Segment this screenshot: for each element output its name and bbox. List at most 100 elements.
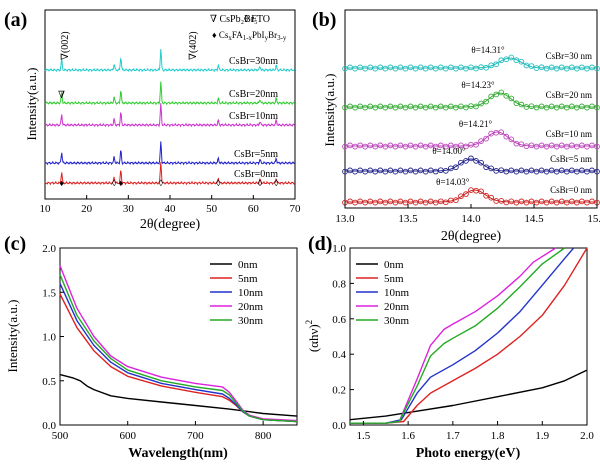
- data-point: [538, 64, 545, 71]
- fit-line: [345, 92, 597, 108]
- data-point: [589, 198, 595, 205]
- data-point: [488, 194, 495, 201]
- data-point: [437, 198, 444, 205]
- x-tick-label: 800: [255, 430, 272, 442]
- data-point: [427, 64, 434, 71]
- data-point: [573, 143, 580, 150]
- data-point: [453, 65, 459, 72]
- panel-a: (a) CsBr=30nmCsBr=20nmCsBr=10nmCsBr=5nmC…: [4, 9, 301, 232]
- legend-perovskite-fa: FA: [232, 30, 243, 40]
- legend-label: 20nm: [238, 301, 264, 313]
- y-tick-label: 1.5: [42, 287, 56, 299]
- data-point: [568, 103, 575, 110]
- data-point: [508, 95, 515, 102]
- data-point: [548, 142, 555, 149]
- data-point: [478, 100, 484, 107]
- legend-perovskite: ♦ CsxFA1-xPbIyBr3-y: [212, 30, 287, 42]
- data-point: [463, 191, 469, 197]
- series-line: [350, 247, 557, 424]
- data-point: [589, 167, 595, 174]
- data-point: [362, 104, 369, 111]
- data-point: [543, 168, 550, 175]
- data-point: [488, 93, 495, 100]
- data-point: [478, 138, 484, 144]
- data-point: [478, 188, 484, 195]
- data-point: [528, 103, 535, 110]
- data-point: [397, 64, 404, 71]
- panel-b: (b) θ=14.31° CsBr=30 nm θ=14.23° CsBr=20 nm…: [312, 9, 600, 244]
- data-point: [392, 143, 399, 150]
- y-tick-label: 2.0: [42, 243, 56, 255]
- data-point: [553, 143, 560, 150]
- annotation-peak-002: ∇(002): [60, 31, 71, 60]
- data-point: [558, 167, 565, 174]
- data-point: [432, 143, 439, 150]
- data-point: [372, 168, 379, 175]
- data-point: [347, 167, 353, 174]
- legend-label: 30nm: [238, 315, 264, 327]
- data-point: [594, 65, 600, 72]
- data-point: [493, 61, 500, 68]
- data-point: [397, 198, 404, 205]
- data-point: [402, 143, 409, 150]
- data-point: [397, 142, 404, 149]
- y-axis-label-d-main: (αhν): [306, 324, 321, 352]
- data-point: [463, 104, 469, 111]
- data-point: [473, 103, 479, 110]
- data-point: [498, 129, 505, 136]
- data-point: [397, 103, 404, 110]
- peak-angle-label: θ=14.03°: [436, 177, 470, 187]
- data-point: [594, 104, 600, 111]
- legend-perovskite-pbi: PbI: [252, 30, 265, 40]
- y-axis-label-b: Intensity(a.u.): [322, 74, 337, 147]
- data-point: [573, 104, 580, 111]
- data-point: [533, 199, 540, 206]
- data-point: [407, 103, 414, 110]
- data-point: [357, 64, 363, 71]
- y-tick-label: 1.0: [332, 243, 346, 255]
- data-point: [367, 64, 374, 71]
- panel-c: (c) 500 600 700 800 0.0 0.5 1.0 1.5 2.0 0nm 5nm 10…: [4, 233, 298, 461]
- data-point: [447, 165, 454, 172]
- xrd-zoom-curves: θ=14.31° CsBr=30 nm θ=14.23° CsBr=20 nm θ=14…: [342, 45, 600, 206]
- data-point: [372, 104, 379, 111]
- data-point: [584, 143, 590, 150]
- x-tick-label: 600: [119, 430, 136, 442]
- data-point: [422, 104, 429, 111]
- data-point: [533, 168, 540, 175]
- data-point: [422, 65, 429, 72]
- data-point: [468, 155, 474, 162]
- panel-label-d: (d): [308, 233, 332, 255]
- data-point: [347, 64, 353, 71]
- data-point: [558, 198, 565, 205]
- data-point: [382, 143, 389, 150]
- annotation-delta: ∇: [58, 90, 65, 101]
- x-axis-ticks: 13.0 13.5 14.0 14.5 15.0: [335, 204, 600, 225]
- data-point: [458, 193, 464, 200]
- data-point: [407, 167, 414, 174]
- data-point: [427, 167, 434, 174]
- y-tick-label: 0.0: [332, 420, 346, 432]
- data-point: [518, 167, 525, 174]
- data-point: [342, 65, 348, 72]
- data-point: [579, 64, 585, 71]
- data-point: [367, 142, 374, 149]
- data-point: [432, 65, 439, 72]
- data-point: [372, 65, 379, 72]
- series-label: CsBr=5 nm: [550, 154, 592, 164]
- data-point: [584, 199, 590, 206]
- data-point: [498, 57, 505, 64]
- y-tick-label: 0.0: [42, 420, 56, 432]
- xrd-series-label: CsBr=0nm: [234, 169, 278, 180]
- data-point: [352, 199, 358, 206]
- data-point: [352, 168, 358, 175]
- panel-label-a: (a): [4, 9, 27, 31]
- series-label: CsBr=30 nm: [546, 51, 592, 61]
- data-point: [563, 199, 570, 206]
- data-point: [548, 167, 555, 174]
- data-point: [558, 142, 565, 149]
- data-point: [468, 64, 474, 71]
- data-point: [427, 198, 434, 205]
- series-line: [350, 247, 575, 424]
- data-point: [372, 143, 379, 150]
